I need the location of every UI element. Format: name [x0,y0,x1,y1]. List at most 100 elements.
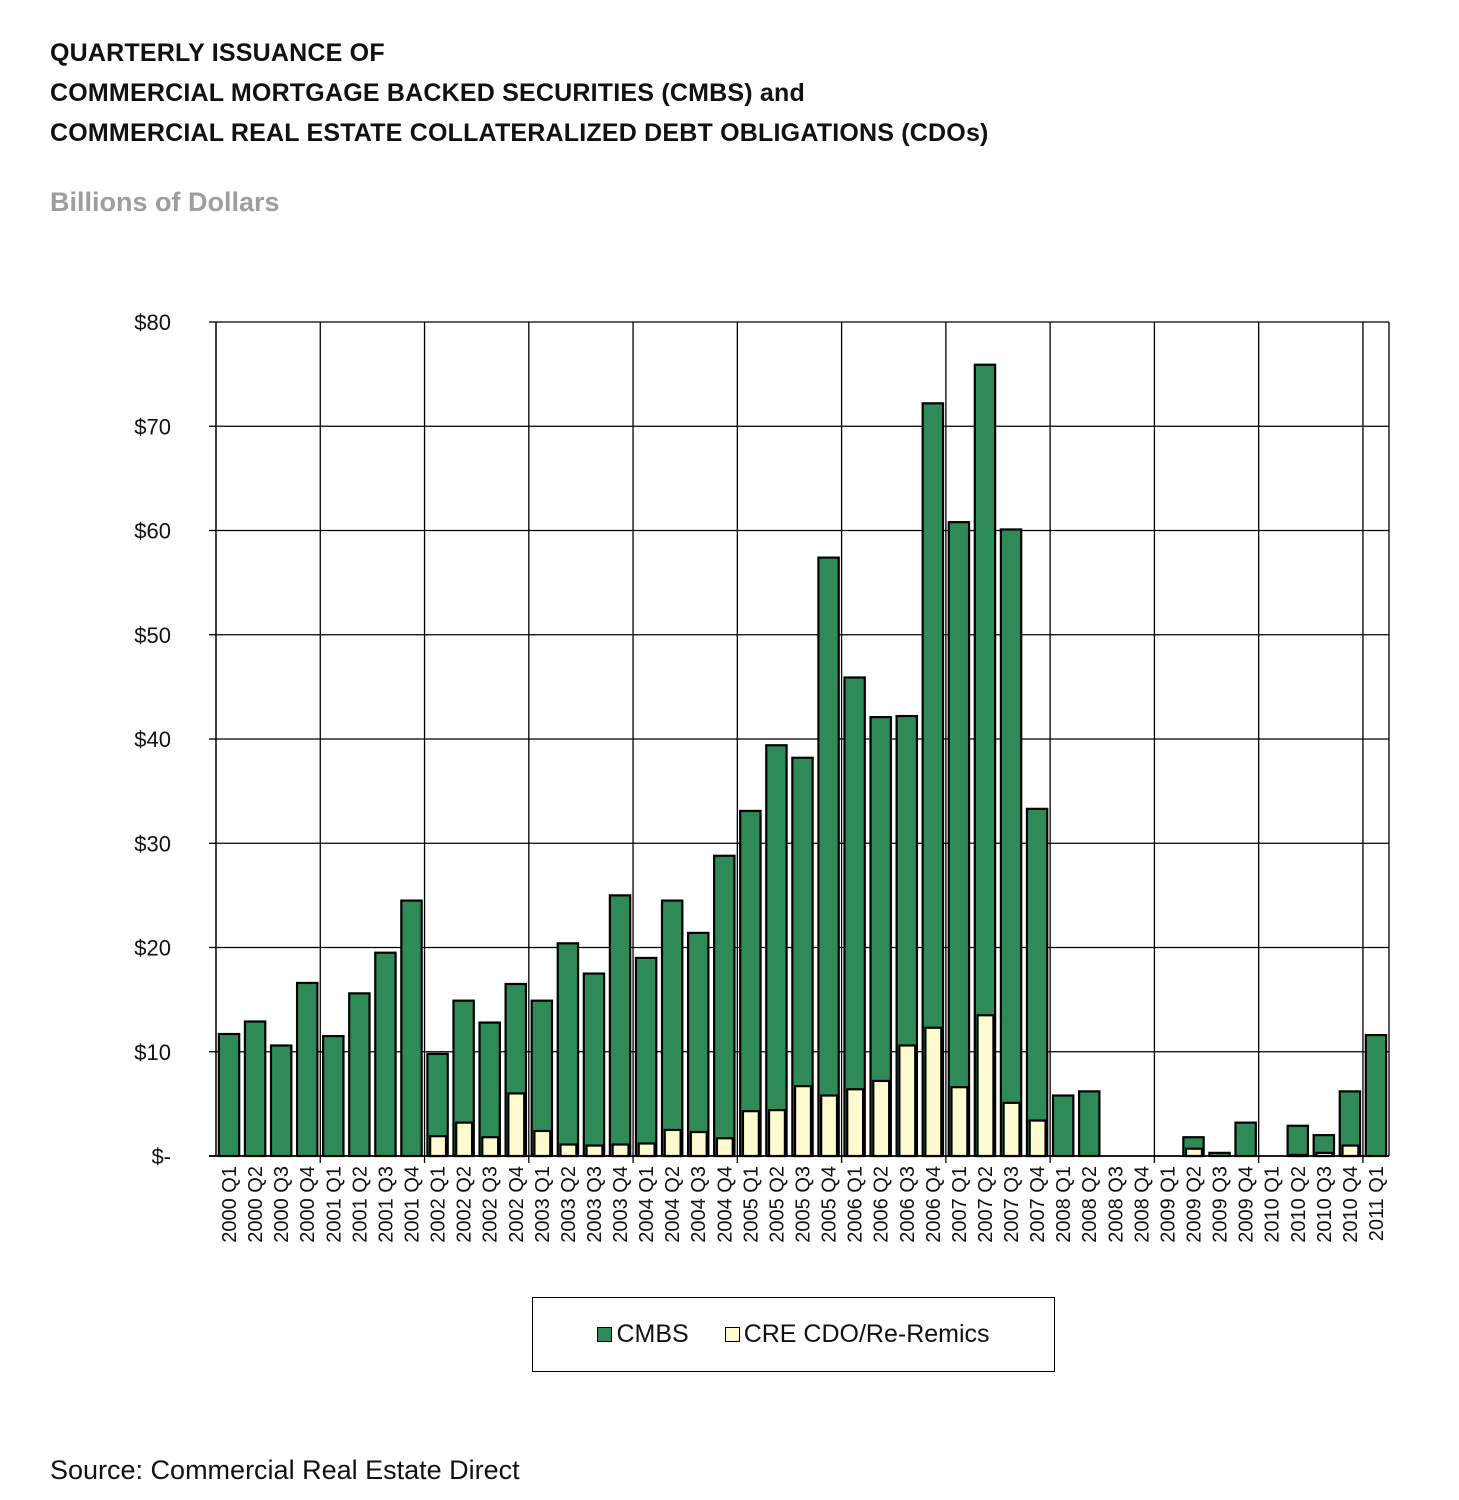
y-tick-label: $80 [134,310,171,335]
x-tick-label: 2006 Q3 [897,1166,919,1243]
bar-cre-cdo [429,1135,448,1158]
x-tick-label: 2004 Q3 [688,1166,710,1243]
bar-cre-cdo [533,1129,552,1158]
bar-cmbs [634,956,658,1158]
bar-cmbs [660,899,684,1158]
y-tick-label: $70 [134,414,171,439]
bar-cmbs [608,894,632,1158]
bar-cre-cdo [898,1044,917,1158]
bar-cre-cdo [976,1014,995,1158]
bar-cre-cdo [741,1110,760,1158]
x-tick-label: 2006 Q1 [845,1166,867,1243]
bar-cmbs [1077,1090,1101,1158]
source-note: Source: Commercial Real Estate Direct [50,1455,520,1485]
x-tick-label: 2003 Q3 [584,1166,606,1243]
x-tick-label: 2002 Q2 [454,1166,476,1243]
bar-cre-cdo [715,1137,734,1158]
x-tick-label: 2010 Q3 [1314,1166,1336,1243]
x-tick-label: 2008 Q3 [1105,1166,1127,1243]
bar-cre-cdo [663,1128,682,1158]
legend-item-cre-cdo: CRE CDO/Re-Remics [724,1320,990,1349]
x-tick-label: 2004 Q2 [662,1166,684,1243]
bar-cmbs [999,528,1023,1158]
x-tick-label: 2011 Q1 [1366,1166,1388,1241]
x-tick-label: 2010 Q4 [1340,1166,1362,1243]
x-tick-label: 2006 Q2 [871,1166,893,1243]
tick-labels: $- $10 $20 $30 $40 $50 $60 $70 $80 2000 Q1 2000 Q2… [134,310,1388,1243]
bar-cmbs [217,1032,241,1158]
bar-cre-cdo [689,1130,708,1158]
bar-cmbs [947,521,971,1158]
bar-cmbs [243,1020,267,1158]
bar-cmbs [686,931,710,1158]
x-tick-label: 2001 Q1 [323,1166,345,1243]
bar-cmbs [322,1035,345,1158]
bar-cmbs [1025,807,1049,1158]
x-tick-label: 2003 Q2 [558,1166,580,1243]
x-tick-label: 2003 Q1 [532,1166,554,1243]
bar-cre-cdo [846,1088,865,1158]
bar-cmbs [295,981,319,1158]
x-tick-label: 2002 Q1 [428,1166,450,1243]
x-tick-label: 2002 Q3 [480,1166,502,1243]
x-tick-label: 2005 Q1 [740,1166,762,1243]
bar-cre-cdo [767,1109,786,1158]
x-tick-label: 2007 Q1 [949,1166,971,1243]
x-tick-label: 2008 Q1 [1053,1166,1075,1243]
bar-cmbs [1234,1121,1257,1158]
y-tick-label: $- [151,1144,171,1169]
bar-cre-cdo [950,1086,969,1158]
y-tick-label: $10 [134,1040,171,1065]
legend-item-cmbs: CMBS [597,1320,689,1349]
x-tick-label: 2009 Q1 [1157,1166,1179,1243]
bar-cmbs [348,992,371,1158]
x-tick-label: 2008 Q4 [1131,1166,1153,1243]
bar-cmbs [478,1021,501,1158]
y-tick-label: $60 [134,519,171,544]
bar-cre-cdo [793,1085,813,1158]
title-line-1: QUARTERLY ISSUANCE OF [50,39,385,67]
bar-cre-cdo [1184,1147,1204,1158]
title-line-3: COMMERCIAL REAL ESTATE COLLATERALIZED DE… [50,119,989,147]
bar-cmbs [765,744,788,1158]
bar-cmbs [1364,1033,1388,1158]
x-tick-label: 2000 Q3 [271,1166,293,1243]
bar-cmbs [1051,1094,1075,1158]
bar-cmbs [1286,1124,1310,1158]
bar-cmbs [843,676,866,1158]
x-tick-label: 2007 Q4 [1027,1166,1049,1243]
x-tick-label: 2009 Q4 [1236,1166,1258,1243]
bar-cmbs [400,899,423,1158]
bar-cre-cdo [585,1144,604,1158]
chart-subtitle: Billions of Dollars [50,187,280,217]
x-tick-label: 2001 Q3 [375,1166,397,1243]
x-tick-label: 2008 Q2 [1079,1166,1101,1243]
x-tick-label: 2010 Q2 [1288,1166,1310,1243]
bar-cmbs [713,854,736,1158]
legend-swatch-cmbs [597,1327,613,1342]
bar-cre-cdo [872,1079,891,1158]
bar-cmbs [739,809,762,1158]
x-tick-label: 2004 Q1 [636,1166,658,1243]
x-tick-label: 2005 Q3 [793,1166,815,1243]
x-tick-label: 2001 Q4 [402,1166,424,1243]
x-tick-label: 2000 Q2 [245,1166,267,1243]
bar-cre-cdo [820,1094,839,1158]
axes [209,321,1389,1157]
x-tick-label: 2009 Q3 [1210,1166,1232,1243]
bar-cre-cdo [1028,1119,1047,1158]
bar-cre-cdo [1002,1101,1021,1158]
bar-cre-cdo [637,1142,656,1158]
y-tick-label: $20 [134,936,171,961]
bar-cmbs [556,942,580,1158]
x-tick-label: 2006 Q4 [923,1166,945,1243]
x-tick-label: 2002 Q4 [506,1166,528,1243]
bar-cmbs [582,972,606,1158]
bar-cre-cdo [507,1092,526,1158]
x-tick-label: 2001 Q2 [349,1166,371,1243]
x-tick-label: 2005 Q2 [766,1166,788,1243]
bar-cre-cdo [481,1136,500,1158]
bar-cre-cdo [455,1121,474,1158]
bars [217,363,1388,1158]
